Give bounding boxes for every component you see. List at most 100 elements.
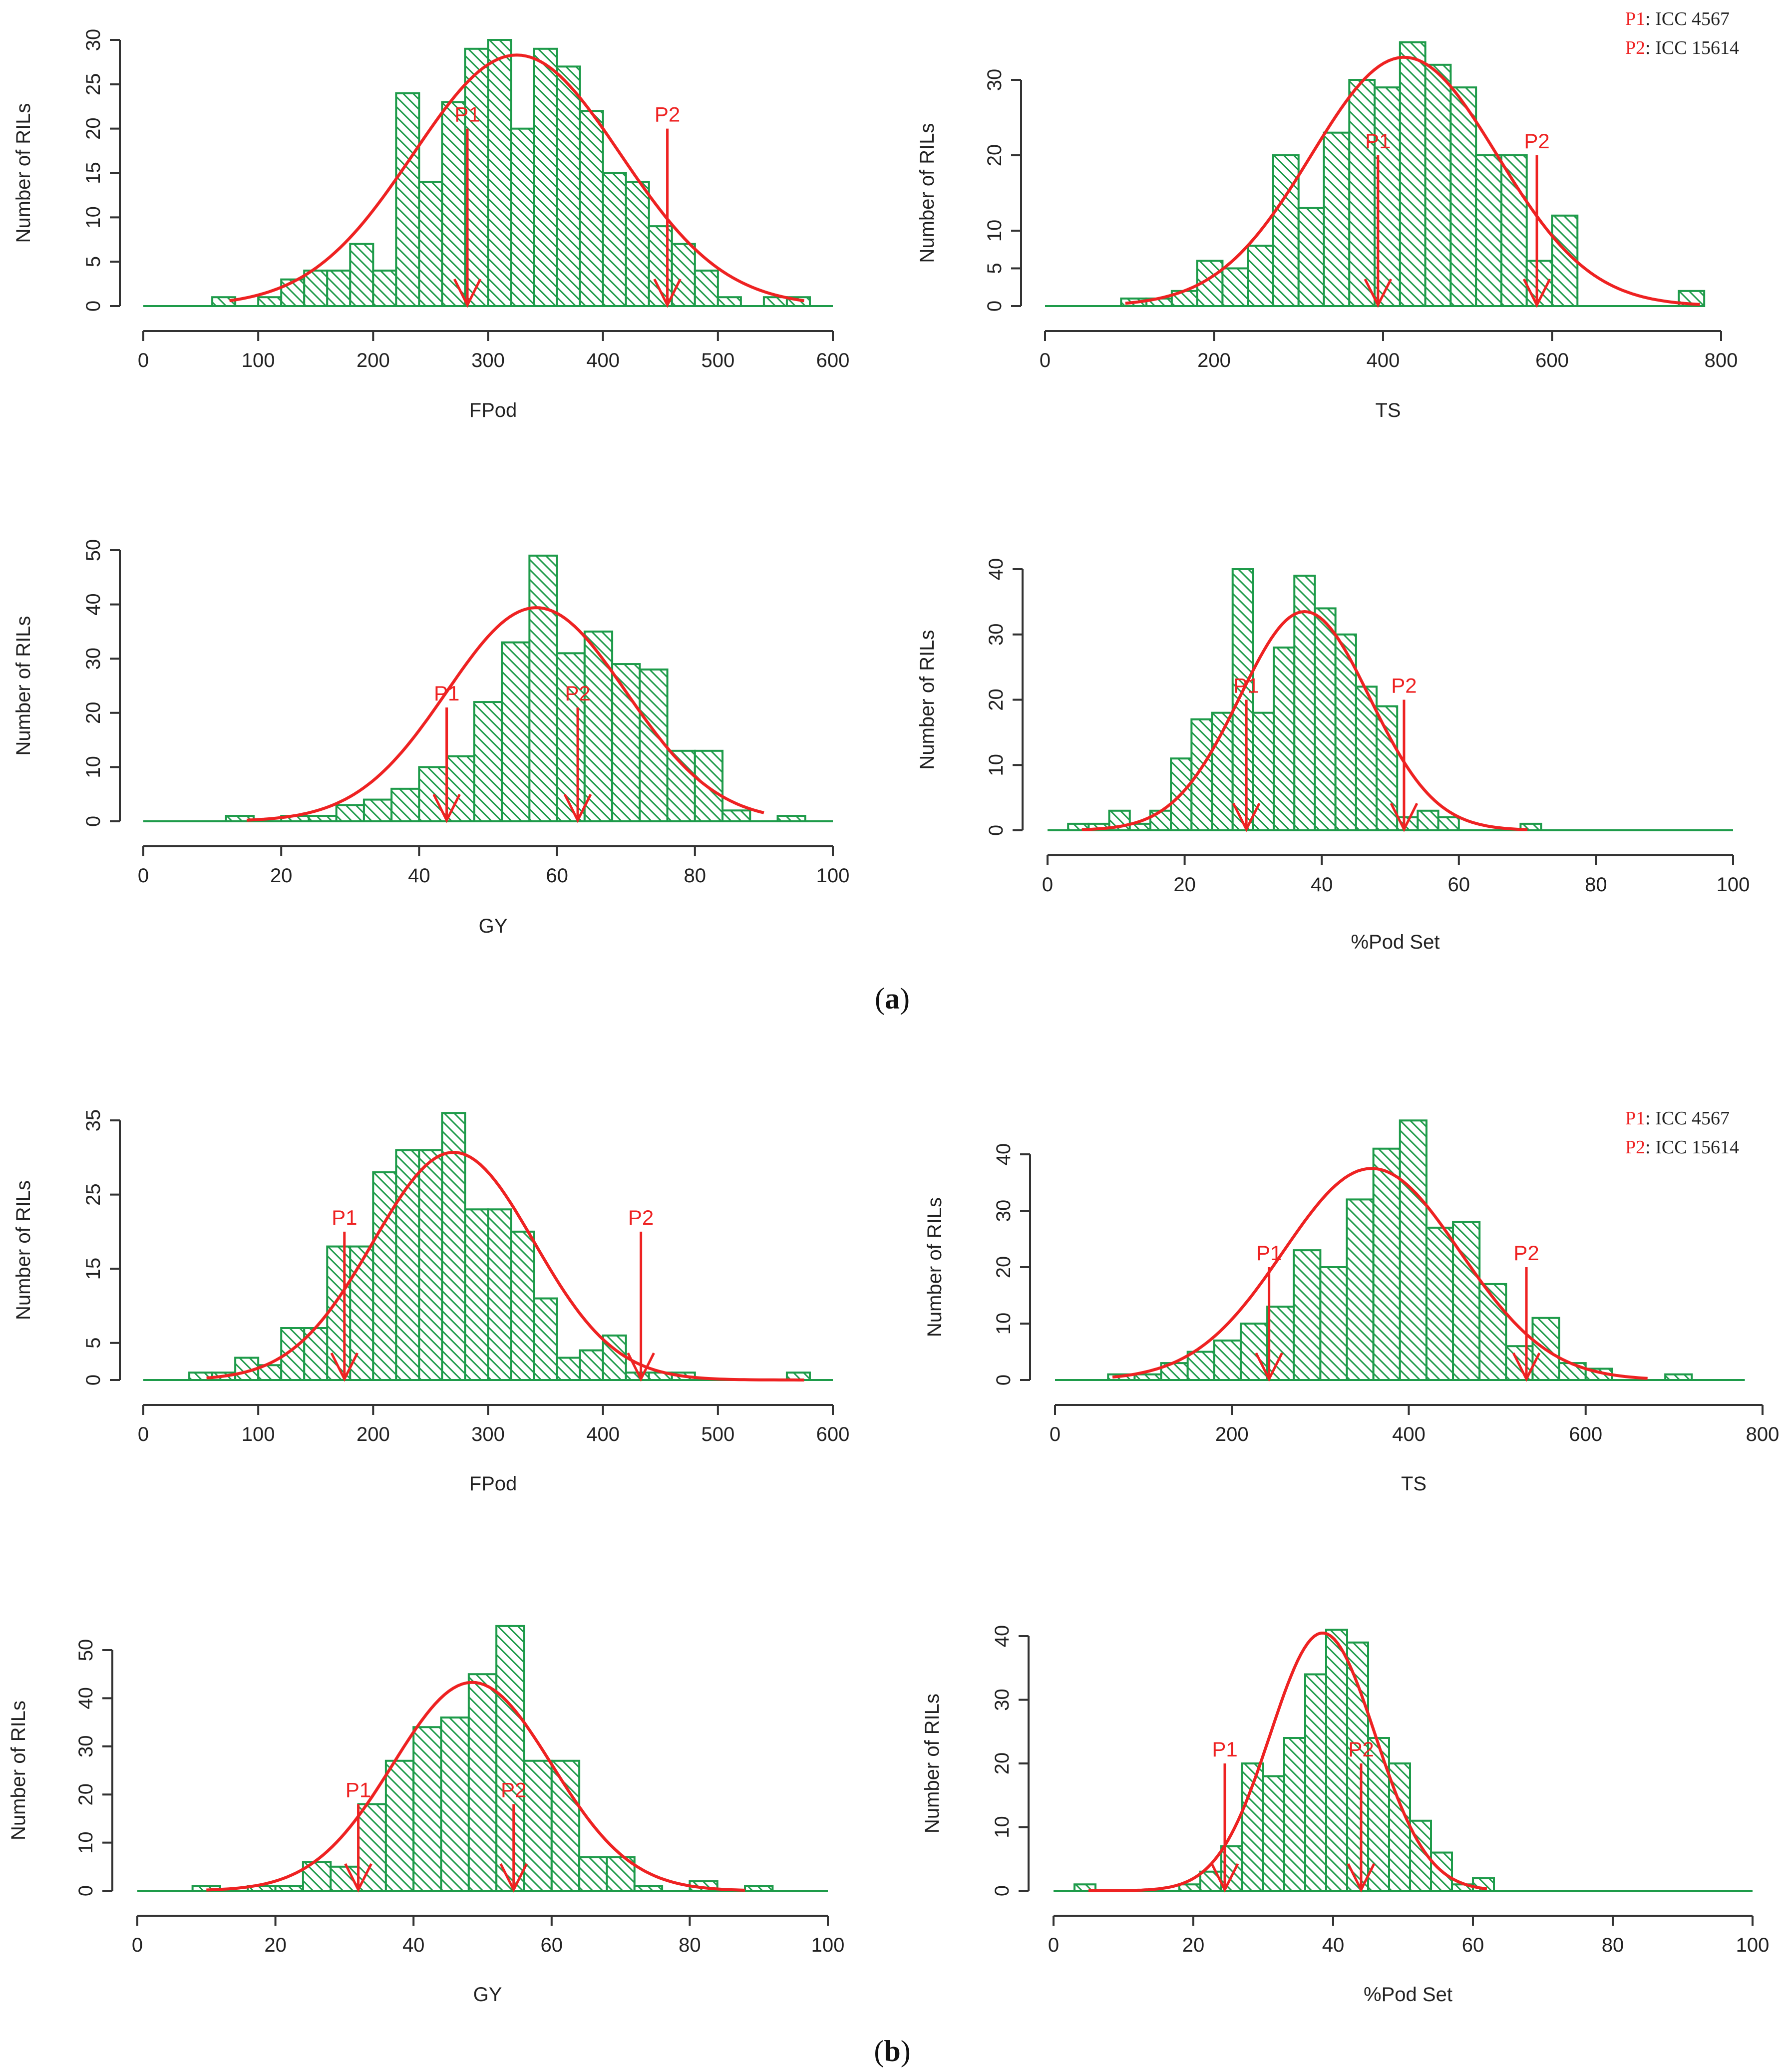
normal-curve [1112, 1167, 1648, 1380]
marker-p2-arrowhead [1347, 1863, 1376, 1893]
charts-root: P1 P20 100 200 300 400 500 600051015202530FPodN… [7, 29, 1779, 2006]
x-axis-title: GY [473, 1984, 502, 2006]
histogram-bar [1231, 568, 1254, 831]
y-tick-label: 15 [82, 162, 104, 184]
y-tick-label: 40 [993, 1143, 1015, 1166]
histogram-bar [280, 278, 306, 308]
histogram-bar [1399, 41, 1427, 307]
x-tick-label: 0 [1042, 874, 1053, 896]
y-tick-label: 20 [82, 702, 104, 724]
x-axis-title: TS [1375, 399, 1401, 421]
panel-label-a: (a) [875, 982, 910, 1015]
normal-curve [206, 1151, 804, 1381]
y-tick-label: 50 [82, 539, 104, 562]
y-tick-label: 35 [82, 1109, 104, 1132]
histogram-bar [1348, 79, 1376, 307]
x-tick-label: 0 [1050, 1423, 1061, 1445]
histogram-bar [1323, 131, 1351, 307]
histogram-bar [1425, 1226, 1454, 1381]
x-tick-label: 400 [586, 349, 620, 371]
histogram-bar [1133, 1373, 1162, 1381]
histogram-bar [1283, 1737, 1306, 1892]
histogram-bar [556, 652, 586, 822]
marker-p1-arrowhead [344, 1863, 372, 1893]
marker-p1-label: P1 [1212, 1737, 1237, 1761]
x-tick-label: 200 [1197, 349, 1231, 371]
y-tick-label: 20 [75, 1783, 97, 1806]
histogram-bar [510, 1230, 535, 1381]
normal-curve [1081, 610, 1528, 831]
marker-p1-arrowhead [432, 793, 461, 823]
x-tick-label: 100 [1736, 1934, 1770, 1956]
histogram-bar [579, 110, 604, 307]
chart-a-fpod: P1 P2 0 100 200 300 400 500 600 0 5 10 15 20 25 30 FPod N… [12, 29, 849, 421]
marker-p1-arrowhead [453, 278, 482, 308]
marker-p1-arrowhead [1210, 1863, 1239, 1893]
x-tick-label: 0 [1040, 349, 1051, 371]
x-tick-label: 100 [242, 349, 275, 371]
histogram-bar [464, 1208, 489, 1381]
y-tick-label: 25 [82, 1183, 104, 1206]
x-tick-label: 60 [1462, 1934, 1484, 1956]
x-tick-label: 800 [1705, 349, 1738, 371]
y-tick-label: 30 [82, 648, 104, 670]
y-tick-label: 5 [82, 1338, 104, 1349]
x-tick-label: 80 [684, 865, 707, 887]
marker-p1-label: P1 [1233, 674, 1259, 697]
histogram-bar [550, 1759, 581, 1892]
y-tick-label: 0 [993, 1375, 1015, 1385]
histogram-bar [716, 296, 742, 308]
histogram-bar [694, 749, 724, 822]
histogram-bar [390, 787, 420, 822]
legend-b-entry-p1: P1: ICC 4567 [1625, 1108, 1730, 1129]
marker-p1-label: P1 [1365, 129, 1391, 153]
histogram-bar [1319, 1266, 1348, 1381]
marker-p2-arrowhead [499, 1863, 528, 1893]
histogram-bar [440, 1716, 470, 1892]
histogram-bar [308, 815, 338, 823]
marker-p1-label: P1 [454, 103, 480, 126]
histogram-bar [464, 47, 489, 308]
x-tick-label: 80 [1602, 1934, 1624, 1956]
histogram-bar [744, 1885, 774, 1892]
histogram-bar [1399, 1119, 1428, 1381]
histogram-bar [1449, 86, 1477, 307]
y-tick-label: 10 [75, 1831, 97, 1854]
marker-p1-label: P1 [434, 682, 459, 705]
marker-p1-label: P1 [1256, 1241, 1282, 1265]
y-axis-title: Number of RILs [916, 630, 938, 769]
y-tick-label: 30 [984, 69, 1006, 91]
marker-p1-label: P1 [346, 1778, 371, 1801]
x-tick-label: 800 [1746, 1423, 1780, 1445]
y-tick-label: 10 [993, 1313, 1015, 1335]
x-axis-title: %Pod Set [1351, 931, 1440, 953]
histogram-bar [625, 181, 650, 307]
histogram-bar [395, 92, 420, 307]
panel-label-b: (b) [874, 2035, 910, 2068]
normal-curve [206, 1681, 745, 1892]
y-tick-label: 20 [985, 689, 1007, 711]
histogram-bar [1149, 809, 1172, 832]
y-tick-label: 50 [75, 1639, 97, 1662]
x-tick-label: 400 [1367, 349, 1400, 371]
marker-p2-arrowhead [1390, 802, 1419, 832]
marker-p2-label: P2 [628, 1206, 654, 1229]
x-tick-label: 0 [132, 1934, 143, 1956]
histogram-bar [533, 1297, 558, 1381]
histogram-bar [372, 269, 397, 308]
normal-curve [246, 606, 764, 822]
histogram-bar [776, 815, 806, 823]
y-tick-label: 20 [984, 144, 1006, 167]
histogram-bar [473, 701, 503, 822]
marker-p2-label: P2 [1513, 1241, 1539, 1265]
histogram-bar [602, 172, 627, 307]
histogram-bar [274, 1885, 304, 1892]
x-tick-label: 60 [546, 865, 568, 887]
chart-a-gy: P1 P2 0 20 40 60 80 100 0 10 20 30 40 50 GY Number of R… [12, 539, 849, 937]
x-tick-label: 500 [701, 349, 734, 371]
histogram-bar [1221, 267, 1249, 307]
histogram-bar [639, 668, 669, 823]
y-tick-label: 30 [993, 1200, 1015, 1222]
y-tick-label: 10 [82, 206, 104, 229]
marker-p2-arrowhead [653, 278, 682, 308]
